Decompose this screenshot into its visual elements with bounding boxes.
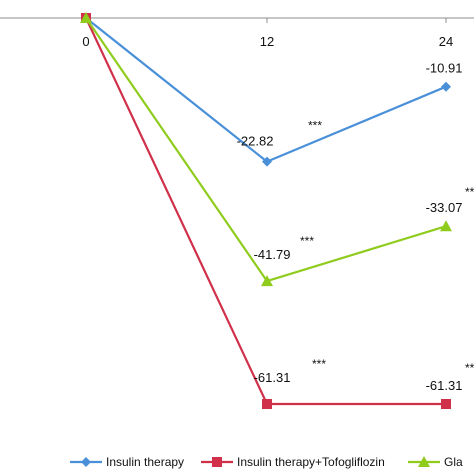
data-label: -61.31	[426, 378, 463, 393]
legend-label: Insulin therapy+Tofogliflozin	[237, 455, 385, 469]
legend-label: Insulin therapy	[106, 455, 184, 469]
data-point-series-1	[441, 81, 451, 92]
data-point-series-3	[261, 275, 273, 287]
data-label: -33.07	[426, 200, 463, 215]
x-tick-label: 12	[260, 34, 274, 49]
data-point-series-2	[262, 399, 272, 409]
data-point-series-3	[440, 220, 452, 232]
data-point-series-3	[80, 12, 92, 23]
data-label: -22.82	[237, 134, 274, 149]
significance-marker: ***	[465, 185, 474, 199]
data-label: -10.91	[426, 61, 463, 76]
data-point-series-1	[262, 156, 272, 167]
data-label: -61.31	[254, 370, 291, 385]
legend-marker-3	[418, 456, 430, 467]
data-label: -41.79	[254, 247, 291, 262]
legend-marker-2	[212, 457, 222, 467]
data-point-series-2	[441, 399, 451, 409]
x-tick-label: 24	[439, 34, 453, 49]
significance-marker: ***	[300, 234, 314, 248]
series-line-3	[85, 17, 447, 283]
significance-marker: ***	[308, 119, 322, 133]
x-tick-label: 0	[82, 34, 89, 49]
significance-marker: ***	[465, 361, 474, 375]
series-line-2	[85, 17, 446, 406]
legend-marker-1	[81, 457, 91, 467]
legend-label: Gla	[444, 455, 463, 469]
significance-marker: ***	[312, 357, 326, 371]
